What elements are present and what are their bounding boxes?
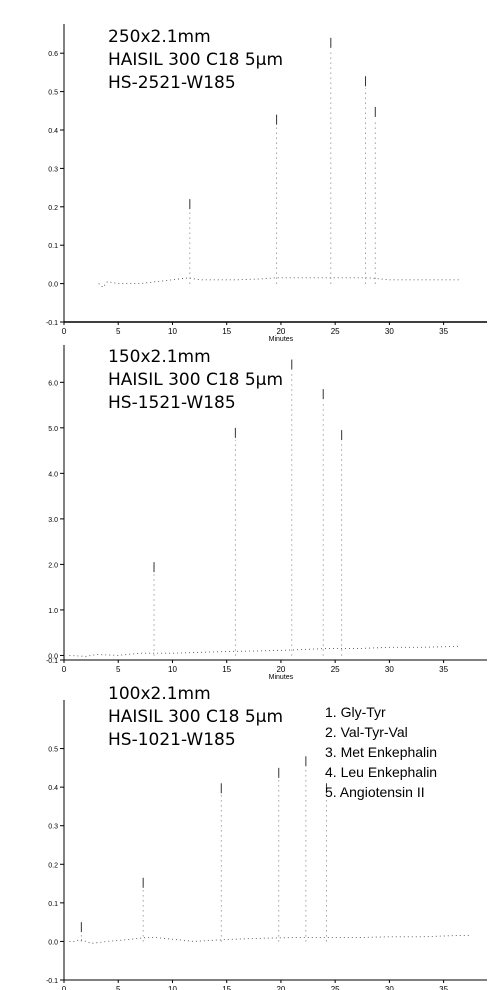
x-tick-label: 25 bbox=[331, 985, 340, 990]
column-info-1: 250x2.1mm HAISIL 300 C18 5µm HS-2521-W185 bbox=[108, 26, 283, 95]
baseline-trace bbox=[69, 645, 460, 657]
y-tick-label: 0.0 bbox=[48, 653, 58, 660]
x-tick-label: 15 bbox=[222, 665, 231, 674]
x-tick-label: 35 bbox=[439, 985, 448, 990]
x-tick-label: 10 bbox=[168, 665, 177, 674]
y-tick-label: -0.1 bbox=[46, 978, 58, 985]
y-tick-label: 0.5 bbox=[48, 90, 58, 97]
chart-panel-3: -0.10.00.10.20.30.40.505101520253035Minu… bbox=[46, 700, 487, 990]
peak-legend: 1. Gly-Tyr 2. Val-Tyr-Val 3. Met Enkephali… bbox=[325, 702, 437, 802]
column-info-line: HAISIL 300 C18 5µm bbox=[108, 707, 284, 727]
column-info-line: HS-1021-W185 bbox=[108, 730, 236, 750]
baseline-trace bbox=[98, 277, 460, 289]
x-tick-label: 5 bbox=[116, 665, 121, 674]
y-tick-label: 6.0 bbox=[48, 380, 58, 387]
column-info-line: 150x2.1mm bbox=[108, 347, 211, 367]
x-tick-label: 25 bbox=[331, 327, 340, 336]
column-info-2: 150x2.1mm HAISIL 300 C18 5µm HS-1521-W185 bbox=[108, 346, 283, 415]
y-tick-label: 0.1 bbox=[48, 243, 58, 250]
x-axis-label: Minutes bbox=[269, 336, 294, 343]
legend-entry: 3. Met Enkephalin bbox=[325, 744, 438, 760]
y-tick-label: 5.0 bbox=[48, 426, 58, 433]
x-tick-label: 20 bbox=[276, 665, 285, 674]
y-tick-label: 0.4 bbox=[48, 128, 58, 135]
x-tick-label: 30 bbox=[385, 985, 394, 990]
y-tick-label: 0.3 bbox=[48, 824, 58, 831]
chart-panel-1: -0.1 0.0 0.1 0.2 0.3 0.4 0.5 0.6 0 5 10 15 20 25 30 35 M… bbox=[46, 24, 487, 343]
y-tick-label: 3.0 bbox=[48, 517, 58, 524]
column-info-3: 100x2.1mm HAISIL 300 C18 5µm HS-1021-W185 bbox=[108, 683, 283, 752]
y-tick-label: 0.4 bbox=[48, 785, 58, 792]
x-tick-label: 30 bbox=[385, 665, 394, 674]
y-tick-label: 0.5 bbox=[48, 747, 58, 754]
column-info-line: HS-2521-W185 bbox=[108, 73, 236, 93]
x-tick-label: 20 bbox=[276, 327, 285, 336]
y-tick-label: 1.0 bbox=[48, 608, 58, 615]
y-tick-label: 0.6 bbox=[48, 51, 58, 58]
baseline-trace bbox=[69, 935, 471, 944]
x-tick-label: 35 bbox=[439, 665, 448, 674]
column-info-line: 100x2.1mm bbox=[108, 684, 211, 704]
y-tick-label: 0.1 bbox=[48, 901, 58, 908]
legend-entry: 2. Val-Tyr-Val bbox=[325, 724, 408, 740]
x-tick-label: 0 bbox=[62, 665, 67, 674]
legend-entry: 4. Leu Enkephalin bbox=[325, 764, 438, 780]
x-tick-label: 5 bbox=[116, 327, 121, 336]
x-axis-label: Minutes bbox=[269, 674, 294, 681]
column-info-line: 250x2.1mm bbox=[108, 27, 211, 47]
x-tick-label: 35 bbox=[439, 327, 448, 336]
x-tick-label: 5 bbox=[116, 985, 121, 990]
x-tick-label: 0 bbox=[62, 327, 67, 336]
legend-entry: 1. Gly-Tyr bbox=[325, 704, 386, 720]
column-info-line: HS-1521-W185 bbox=[108, 393, 236, 413]
legend-entry: 5. Angiotensin II bbox=[325, 784, 425, 800]
x-tick-label: 20 bbox=[276, 985, 285, 990]
y-tick-label: 0.0 bbox=[48, 939, 58, 946]
y-tick-label: -0.1 bbox=[46, 320, 58, 327]
x-tick-label: 15 bbox=[222, 985, 231, 990]
x-tick-label: 10 bbox=[168, 985, 177, 990]
y-tick-label: 0.2 bbox=[48, 862, 58, 869]
x-tick-label: 15 bbox=[222, 327, 231, 336]
x-tick-label: 0 bbox=[62, 985, 67, 990]
y-tick-label: 0.0 bbox=[48, 282, 58, 289]
column-info-line: HAISIL 300 C18 5µm bbox=[108, 50, 284, 70]
y-tick-label: 4.0 bbox=[48, 471, 58, 478]
x-tick-label: 25 bbox=[331, 665, 340, 674]
x-tick-label: 30 bbox=[385, 327, 394, 336]
x-tick-label: 10 bbox=[168, 327, 177, 336]
column-info-line: HAISIL 300 C18 5µm bbox=[108, 370, 284, 390]
y-tick-label: -0.1 bbox=[46, 658, 58, 665]
y-tick-label: 2.0 bbox=[48, 562, 58, 569]
y-tick-label: 0.3 bbox=[48, 166, 58, 173]
y-tick-label: 0.2 bbox=[48, 205, 58, 212]
chart-panel-2: -0.10.0 1.0 2.0 3.0 4.0 5.0 6.0 0 5 10 15 20 25 30 35 M… bbox=[46, 345, 487, 681]
